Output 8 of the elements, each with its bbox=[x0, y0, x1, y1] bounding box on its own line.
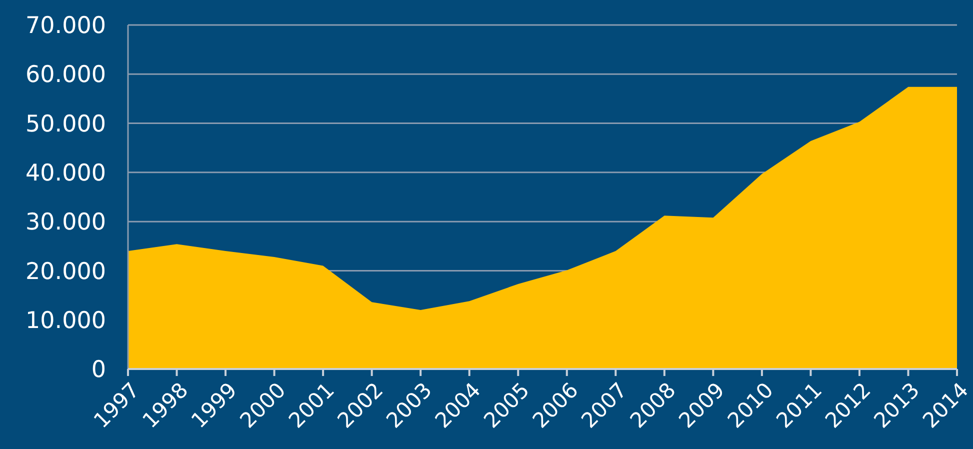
y-tick-label: 10.000 bbox=[26, 308, 106, 334]
y-tick-label: 0 bbox=[91, 357, 106, 384]
y-tick-label: 40.000 bbox=[26, 160, 106, 186]
y-tick-label: 70.000 bbox=[26, 13, 106, 40]
y-tick-label: 60.000 bbox=[26, 62, 106, 88]
y-tick-label: 50.000 bbox=[26, 111, 106, 138]
y-tick-label: 30.000 bbox=[26, 210, 106, 236]
y-tick-label: 20.000 bbox=[26, 258, 106, 285]
